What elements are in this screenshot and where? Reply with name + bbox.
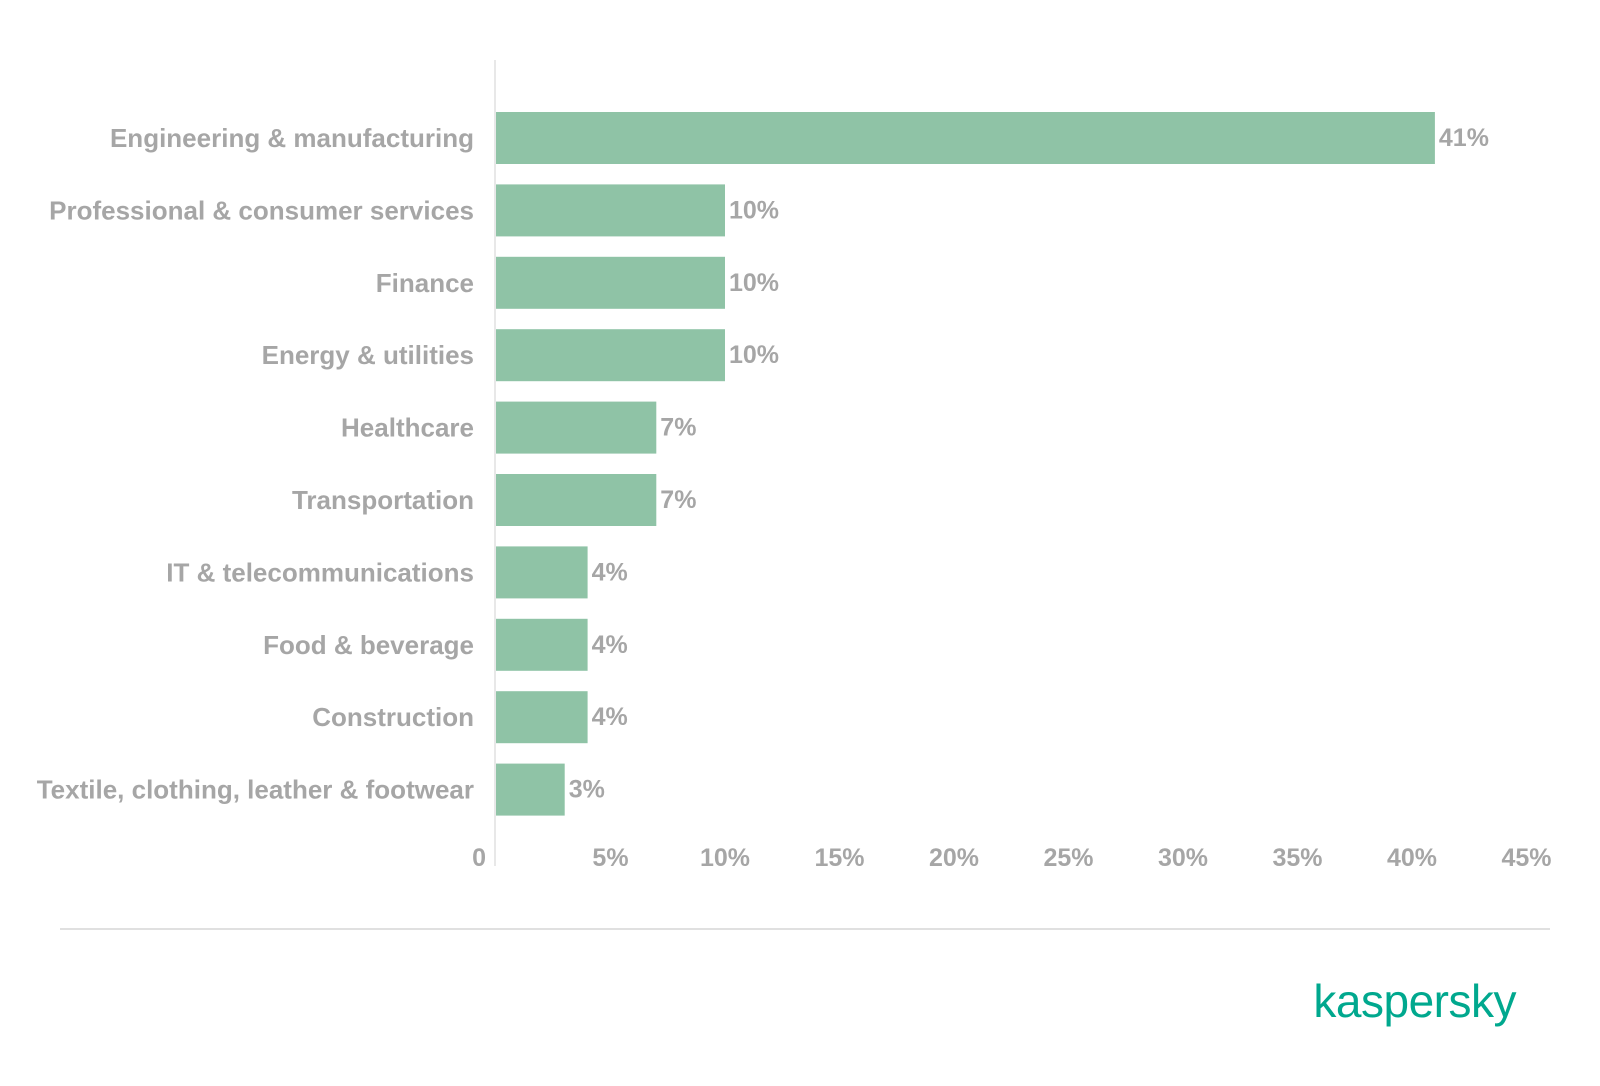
bar (496, 546, 588, 599)
x-tick-label: 30% (1158, 844, 1208, 872)
data-label: 10% (729, 196, 779, 224)
bar (496, 474, 657, 526)
bar (496, 329, 725, 382)
x-tick-label: 10% (700, 844, 750, 872)
category-label: Construction (312, 702, 474, 732)
category-label: Finance (376, 268, 474, 298)
category-label: Textile, clothing, leather & footwear (37, 775, 474, 805)
category-label: Engineering & manufacturing (110, 123, 474, 153)
data-label: 7% (660, 414, 696, 442)
bar (496, 256, 725, 309)
bar (496, 618, 588, 671)
data-label: 7% (660, 486, 696, 514)
x-tick-label: 25% (1043, 844, 1093, 872)
category-label: Transportation (292, 485, 474, 515)
x-tick-label: 15% (814, 844, 864, 872)
data-label: 41% (1439, 124, 1489, 152)
category-label: Food & beverage (263, 630, 474, 660)
chart-svg: Engineering & manufacturing 41% Profession… (37, 60, 1552, 872)
x-tick-label: 35% (1272, 844, 1322, 872)
x-tick-label: 40% (1387, 844, 1437, 872)
data-label: 4% (592, 703, 628, 731)
category-label: Energy & utilities (262, 340, 474, 370)
data-label: 4% (592, 631, 628, 659)
bar (496, 401, 657, 454)
x-tick-label: 20% (929, 844, 979, 872)
x-tick-label: 5% (592, 844, 628, 872)
category-label: Professional & consumer services (49, 195, 474, 225)
bar (496, 691, 588, 744)
kaspersky-logo: kaspersky (1313, 975, 1516, 1027)
data-label: 4% (592, 558, 628, 586)
data-label: 10% (729, 341, 779, 369)
category-label: Healthcare (341, 413, 474, 443)
x-tick-label: 45% (1501, 844, 1551, 872)
footer-divider (60, 928, 1550, 930)
x-tick-label: 0 (472, 844, 486, 872)
bar (496, 112, 1435, 164)
bar (496, 763, 565, 816)
category-label: IT & telecommunications (166, 557, 474, 587)
data-label: 3% (569, 776, 605, 804)
bar (496, 184, 725, 237)
data-label: 10% (729, 269, 779, 297)
industry-bar-chart: Engineering & manufacturing 41% Profession… (37, 60, 1552, 872)
